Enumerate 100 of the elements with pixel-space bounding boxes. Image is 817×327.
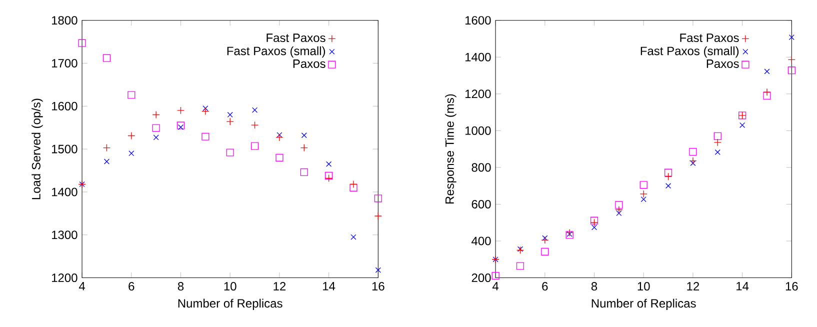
point: [616, 210, 622, 216]
point: [788, 34, 794, 40]
point: [152, 124, 160, 132]
y-tick-label: 1200: [52, 273, 78, 282]
y-tick-label: 1000: [465, 126, 491, 135]
point: [689, 148, 697, 156]
point: [276, 132, 282, 138]
y-tick-label: 1400: [465, 52, 491, 62]
x-axis-title: Number of Replicas: [592, 298, 696, 310]
y-tick-label: 1300: [52, 230, 78, 240]
x-tick-label: 8: [591, 282, 598, 290]
point: [78, 39, 86, 47]
point: [250, 121, 259, 129]
point: [128, 132, 136, 140]
legend-label: Paxos: [293, 59, 326, 68]
point: [128, 91, 136, 99]
point: [689, 156, 697, 165]
x-tick-label: 14: [323, 282, 336, 290]
point: [104, 158, 110, 164]
point: [516, 262, 524, 270]
x-tick-label: 16: [372, 282, 384, 290]
x-tick-label: 14: [736, 282, 749, 290]
point: [788, 56, 796, 64]
x-tick-label: 6: [128, 282, 134, 290]
point: [591, 224, 598, 230]
point: [176, 122, 185, 130]
point: [566, 228, 574, 236]
y-tick-label: 1500: [52, 144, 78, 154]
point: [764, 68, 770, 74]
point: [202, 132, 210, 140]
x-tick-label: 12: [687, 282, 700, 290]
point: [615, 206, 623, 214]
x-tick-label: 16: [786, 282, 798, 290]
y-tick-label: 1400: [52, 188, 78, 196]
y-tick-label: 1600: [465, 16, 491, 25]
legend-label: Fast Paxos (small): [227, 46, 326, 58]
y-tick-label: 400: [472, 236, 491, 246]
point: [374, 194, 382, 202]
point: [788, 66, 796, 74]
point: [640, 196, 646, 202]
point: [740, 122, 746, 128]
point: [202, 107, 210, 116]
x-tick-label: 10: [638, 282, 650, 290]
point: [276, 154, 284, 162]
point: [541, 248, 549, 256]
point: [763, 88, 771, 96]
x-tick-label: 10: [224, 282, 236, 290]
y-tick-label: 1800: [52, 16, 78, 25]
point: [301, 132, 307, 138]
x-tick-label: 8: [178, 282, 184, 290]
y-tick-label: 800: [472, 163, 491, 172]
x-tick-label: 12: [274, 282, 286, 290]
x-tick-label: 4: [492, 282, 499, 290]
point: [153, 134, 159, 140]
point: [128, 150, 134, 156]
y-tick-label: 1600: [52, 102, 78, 110]
y-axis-title: Load Served (op/s): [32, 98, 43, 200]
point: [350, 234, 356, 240]
point: [714, 149, 720, 155]
point: [152, 110, 160, 118]
point: [176, 106, 185, 114]
point: [325, 174, 333, 182]
y-tick-label: 1700: [52, 58, 78, 68]
x-tick-label: 4: [78, 282, 86, 290]
point: [325, 172, 333, 180]
y-tick-label: 1200: [465, 90, 491, 98]
point: [615, 201, 623, 209]
point: [665, 182, 672, 189]
y-tick-label: 200: [472, 273, 491, 282]
point: [276, 134, 284, 142]
point: [102, 144, 111, 152]
point: [714, 138, 722, 146]
point: [102, 54, 111, 62]
point: [714, 132, 722, 140]
x-tick-label: 6: [542, 282, 548, 290]
point: [640, 190, 648, 198]
point: [226, 118, 234, 126]
legend-label: Fast Paxos (small): [640, 46, 739, 58]
point: [375, 267, 381, 273]
point: [300, 168, 308, 176]
y-tick-label: 600: [472, 200, 491, 208]
legend-label: Paxos: [706, 59, 739, 68]
x-axis-title: Number of Replicas: [178, 298, 282, 310]
point: [664, 172, 672, 180]
point: [252, 107, 258, 113]
legend-label: Fast Paxos: [680, 34, 739, 42]
point: [664, 168, 672, 176]
point: [492, 272, 500, 280]
point: [350, 180, 358, 188]
point: [227, 112, 233, 118]
point: [326, 161, 332, 167]
point: [226, 148, 234, 156]
point: [300, 144, 308, 152]
point: [178, 124, 184, 130]
point: [542, 235, 548, 241]
point: [640, 181, 648, 189]
point: [541, 236, 549, 244]
legend-label: Fast Paxos: [266, 34, 326, 42]
point: [202, 105, 208, 112]
point: [250, 142, 259, 150]
